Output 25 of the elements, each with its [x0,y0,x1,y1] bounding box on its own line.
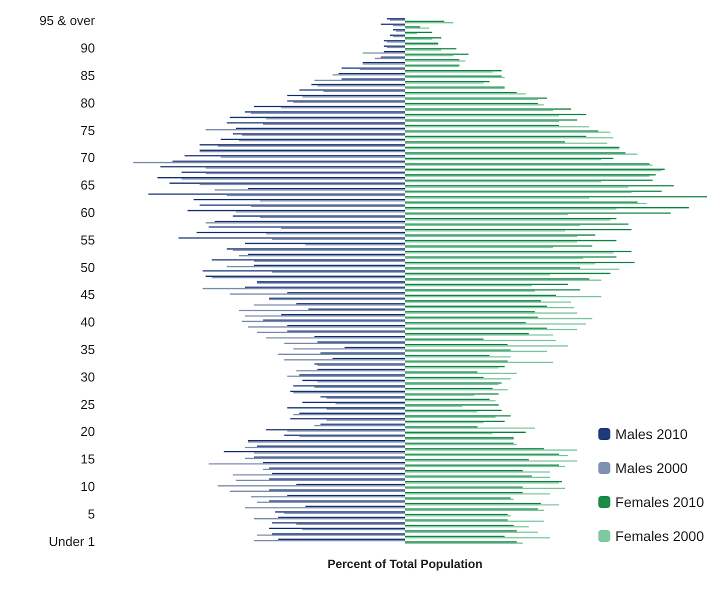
x-axis-title: Percent of Total Population [327,557,483,571]
y-tick-label: 50 [80,260,95,275]
y-tick-label: 25 [80,396,95,412]
legend-label: Males 2000 [615,460,688,476]
y-tick-label: 65 [80,178,95,193]
legend-label: Females 2000 [615,528,704,544]
y-tick-label: 5 [88,506,95,522]
y-tick-label: 35 [80,342,95,357]
legend-label: Males 2010 [615,426,688,442]
y-tick-label: 55 [80,232,95,248]
y-tick-label: 75 [80,122,95,138]
y-tick-label: 85 [80,68,95,84]
y-tick-label: 60 [80,205,95,220]
y-tick-label: 70 [80,150,95,166]
y-tick-label: 10 [80,478,95,494]
y-tick-label: 15 [80,452,95,467]
y-tick-label: 45 [80,287,95,302]
y-tick-label: Under 1 [48,534,95,549]
y-tick-label: 80 [80,95,95,110]
y-tick-label: 30 [80,369,95,384]
y-tick-label: 20 [80,424,95,440]
y-tick-label: 90 [80,40,95,56]
y-tick-label: 40 [80,314,95,330]
legend-label: Females 2010 [615,494,704,510]
y-tick-label: 95 & over [39,13,96,28]
